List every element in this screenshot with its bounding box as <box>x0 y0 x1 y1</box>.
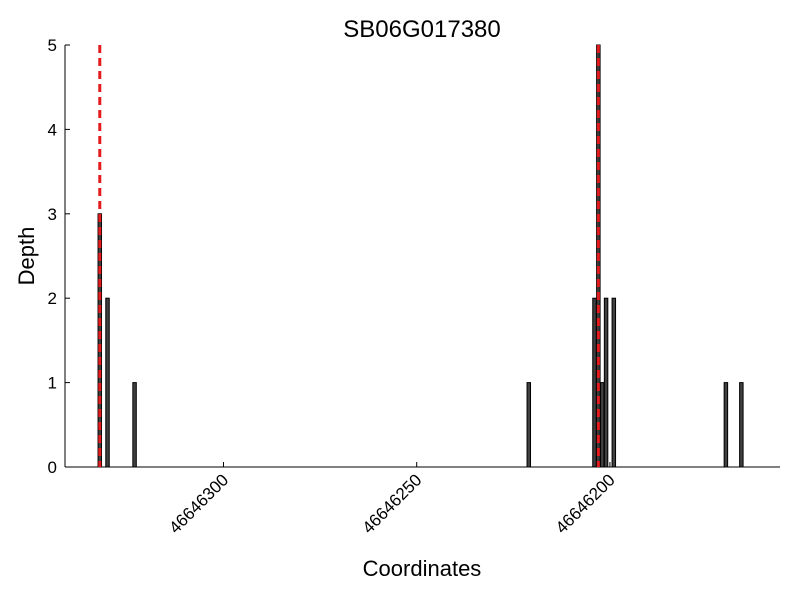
bar <box>723 382 729 468</box>
x-tick-label: 46646300 <box>165 470 232 537</box>
y-tick-label: 3 <box>48 205 57 224</box>
bar <box>592 297 597 468</box>
bar <box>105 297 110 468</box>
y-tick-label: 1 <box>48 374 57 393</box>
x-tick-label: 46646250 <box>359 470 426 537</box>
y-tick-label: 4 <box>48 120 57 139</box>
chart-title: SB06G017380 <box>343 16 500 43</box>
bar <box>599 382 605 468</box>
bar <box>739 382 744 468</box>
y-tick-label: 0 <box>48 458 57 477</box>
y-axis-label: Depth <box>14 227 39 286</box>
bar <box>611 297 617 468</box>
y-tick-label: 2 <box>48 289 57 308</box>
bar <box>603 297 609 468</box>
x-tick-label: 46646200 <box>552 470 619 537</box>
bar <box>132 382 137 468</box>
x-axis-label: Coordinates <box>363 556 482 581</box>
bar <box>526 382 532 468</box>
y-tick-label: 5 <box>48 36 57 55</box>
